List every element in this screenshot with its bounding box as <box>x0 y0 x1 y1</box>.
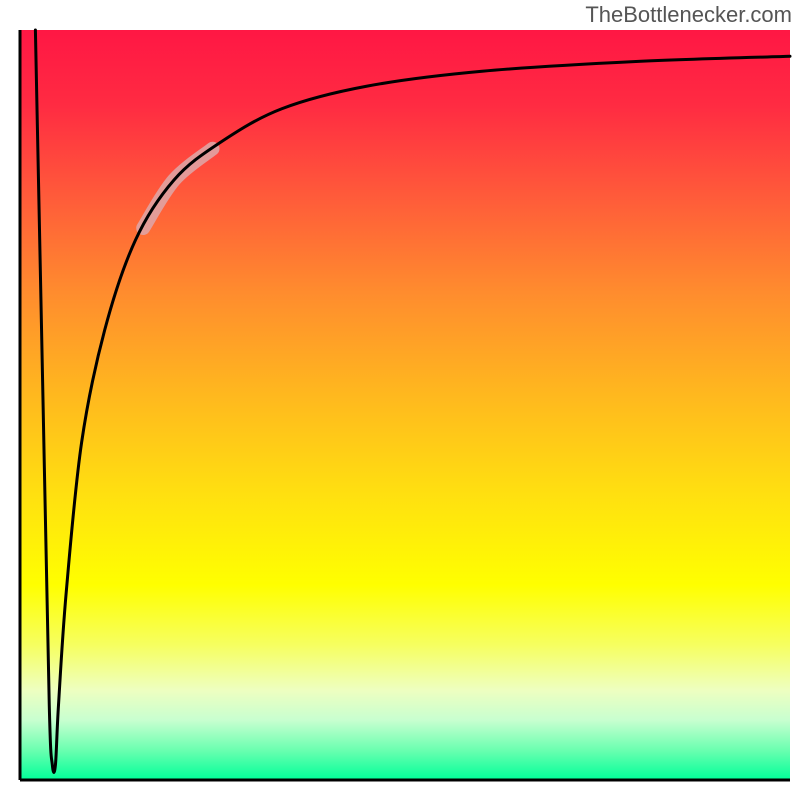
chart-container: TheBottlenecker.com <box>0 0 800 800</box>
gradient-background <box>20 30 790 780</box>
attribution-label: TheBottlenecker.com <box>585 2 792 28</box>
bottleneck-chart <box>0 0 800 800</box>
